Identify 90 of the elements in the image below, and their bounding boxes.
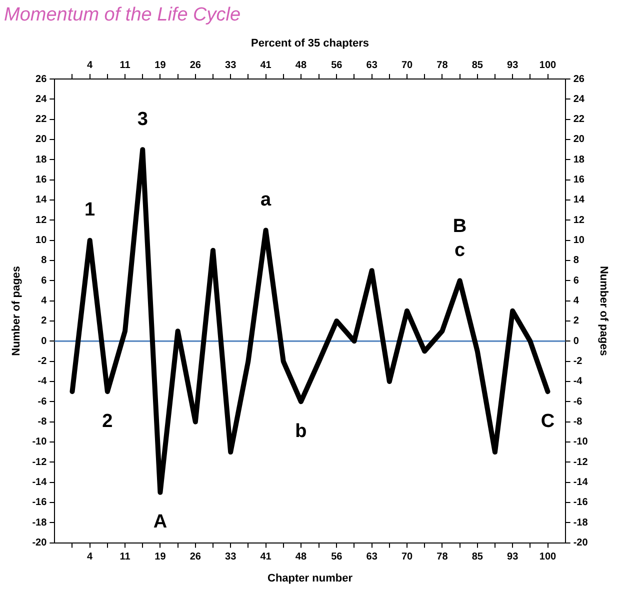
y-tick-label: -12 — [32, 456, 48, 468]
x-tick-label: 4 — [87, 60, 94, 71]
annotation: A — [153, 512, 168, 533]
chart-title: Momentum of the Life Cycle — [4, 4, 241, 26]
x2-tick-label: 26 — [190, 552, 202, 563]
annotation: b — [295, 420, 307, 442]
x-tick-label: 11 — [120, 60, 131, 71]
y-tick-label: -14 — [32, 477, 48, 488]
y-tick-label: -4 — [38, 376, 48, 388]
x-tick-label: 56 — [331, 60, 343, 71]
x-tick-label: 85 — [472, 60, 484, 71]
x2-axis-title: Percent of 35 chapters — [251, 37, 369, 50]
x-tick-label: 19 — [154, 60, 166, 71]
y2-tick-label: 22 — [573, 114, 585, 126]
y2-tick-label: 8 — [573, 255, 580, 266]
y-tick-label: 20 — [36, 134, 48, 146]
y-tick-label: -10 — [32, 436, 48, 448]
y2-tick-label: -14 — [573, 477, 588, 488]
y-tick-label: -18 — [32, 517, 48, 528]
x2-tick-label: 78 — [436, 552, 448, 563]
x2-tick-label: 4 — [87, 552, 94, 563]
x2-tick-label: 48 — [295, 552, 307, 563]
y-tick-label: 10 — [36, 235, 48, 246]
x2-tick-label: 63 — [366, 552, 378, 563]
x-tick-label: 100 — [539, 60, 557, 71]
y2-axis-title: Number of pages — [597, 266, 610, 356]
y2-tick-label: 2 — [573, 316, 580, 327]
x2-tick-label: 33 — [225, 552, 237, 563]
y2-tick-label: -2 — [573, 356, 583, 368]
y2-tick-label: -10 — [573, 436, 588, 448]
x-tick-label: 78 — [436, 60, 448, 71]
y2-tick-label: 18 — [573, 154, 585, 166]
y-tick-label: 14 — [36, 194, 48, 206]
x-tick-label: 48 — [295, 60, 307, 71]
y2-tick-label: 0 — [573, 336, 580, 347]
y-tick-label: 12 — [36, 214, 48, 226]
y2-tick-label: 12 — [573, 214, 585, 226]
y2-tick-label: 4 — [573, 296, 580, 307]
y-tick-label: 24 — [36, 94, 48, 105]
x2-tick-label: 41 — [260, 552, 272, 563]
y2-tick-label: -16 — [573, 497, 588, 508]
x2-tick-label: 11 — [120, 552, 131, 563]
annotation: 3 — [137, 108, 148, 130]
y2-tick-label: -18 — [573, 517, 588, 528]
y2-tick-label: 14 — [573, 194, 585, 206]
y2-tick-label: -4 — [573, 376, 583, 388]
y2-tick-label: 16 — [573, 174, 585, 186]
x-tick-label: 41 — [260, 60, 272, 71]
x-tick-label: 93 — [507, 60, 519, 71]
annotation: a — [260, 189, 272, 210]
y-tick-label: 18 — [36, 154, 48, 166]
y2-tick-label: -8 — [573, 416, 583, 428]
x2-tick-label: 70 — [401, 552, 413, 563]
y-tick-label: 8 — [41, 255, 48, 266]
y-tick-label: -6 — [38, 396, 48, 408]
y-tick-label: 2 — [41, 316, 48, 327]
x2-tick-label: 100 — [539, 552, 557, 563]
y-tick-label: 26 — [36, 74, 48, 85]
y-tick-label: -20 — [32, 538, 48, 549]
y2-tick-label: -20 — [573, 538, 588, 549]
x2-tick-label: 56 — [331, 552, 343, 563]
x2-tick-label: 85 — [472, 552, 484, 563]
y-tick-label: -8 — [38, 416, 48, 428]
x-tick-label: 63 — [366, 60, 378, 71]
y-tick-label: -2 — [38, 356, 48, 368]
y-tick-label: 4 — [41, 296, 48, 307]
annotation: C — [540, 410, 555, 432]
x2-tick-label: 93 — [507, 552, 519, 563]
y2-tick-label: -6 — [573, 396, 583, 408]
y-axis-title: Number of pages — [10, 266, 23, 356]
x-tick-label: 33 — [225, 60, 237, 71]
y2-tick-label: 6 — [573, 275, 580, 286]
annotation: c — [454, 240, 466, 261]
y-tick-label: 0 — [41, 336, 48, 347]
y-tick-label: 22 — [36, 114, 48, 126]
x2-tick-label: 19 — [154, 552, 166, 563]
y2-tick-label: 20 — [573, 134, 585, 146]
y-tick-label: 16 — [36, 174, 48, 186]
y2-tick-label: 10 — [573, 235, 585, 246]
x-tick-label: 70 — [401, 60, 413, 71]
y2-tick-label: -12 — [573, 456, 588, 468]
x-tick-label: 26 — [190, 60, 202, 71]
y2-tick-label: 26 — [573, 74, 585, 85]
y-tick-label: 6 — [41, 275, 48, 286]
y2-tick-label: 24 — [573, 94, 585, 105]
annotation: 2 — [102, 410, 113, 432]
y-tick-label: -16 — [32, 497, 48, 508]
annotation: B — [452, 216, 467, 237]
annotation: 1 — [84, 200, 96, 221]
x-axis-title: Chapter number — [268, 572, 354, 584]
